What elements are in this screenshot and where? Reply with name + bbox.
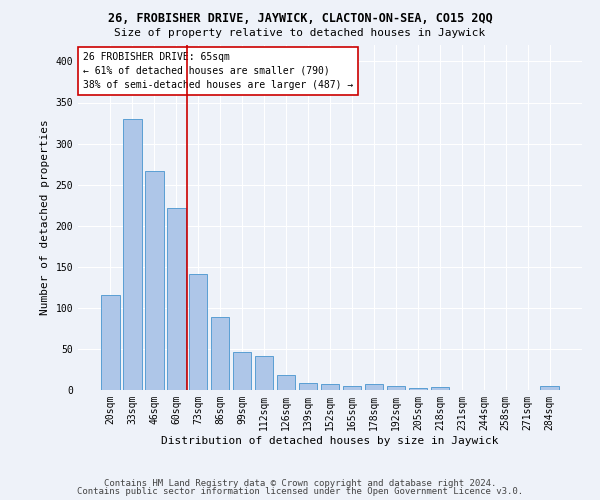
Bar xyxy=(211,317,229,390)
Bar xyxy=(145,170,164,390)
Bar xyxy=(365,384,383,390)
Y-axis label: Number of detached properties: Number of detached properties xyxy=(40,120,50,316)
Bar xyxy=(541,386,559,390)
Text: Size of property relative to detached houses in Jaywick: Size of property relative to detached ho… xyxy=(115,28,485,38)
Bar xyxy=(189,274,208,390)
Bar xyxy=(123,119,142,390)
Text: Contains HM Land Registry data © Crown copyright and database right 2024.: Contains HM Land Registry data © Crown c… xyxy=(104,478,496,488)
Bar xyxy=(233,352,251,390)
Bar xyxy=(255,356,274,390)
Text: 26, FROBISHER DRIVE, JAYWICK, CLACTON-ON-SEA, CO15 2QQ: 26, FROBISHER DRIVE, JAYWICK, CLACTON-ON… xyxy=(107,12,493,26)
Text: Contains public sector information licensed under the Open Government Licence v3: Contains public sector information licen… xyxy=(77,487,523,496)
Bar xyxy=(343,386,361,390)
Bar xyxy=(299,382,317,390)
Bar xyxy=(431,386,449,390)
Bar xyxy=(409,388,427,390)
Text: 26 FROBISHER DRIVE: 65sqm
← 61% of detached houses are smaller (790)
38% of semi: 26 FROBISHER DRIVE: 65sqm ← 61% of detac… xyxy=(83,52,353,90)
Bar xyxy=(167,208,185,390)
Bar xyxy=(277,375,295,390)
X-axis label: Distribution of detached houses by size in Jaywick: Distribution of detached houses by size … xyxy=(161,436,499,446)
Bar xyxy=(101,294,119,390)
Bar xyxy=(320,384,340,390)
Bar xyxy=(386,386,405,390)
